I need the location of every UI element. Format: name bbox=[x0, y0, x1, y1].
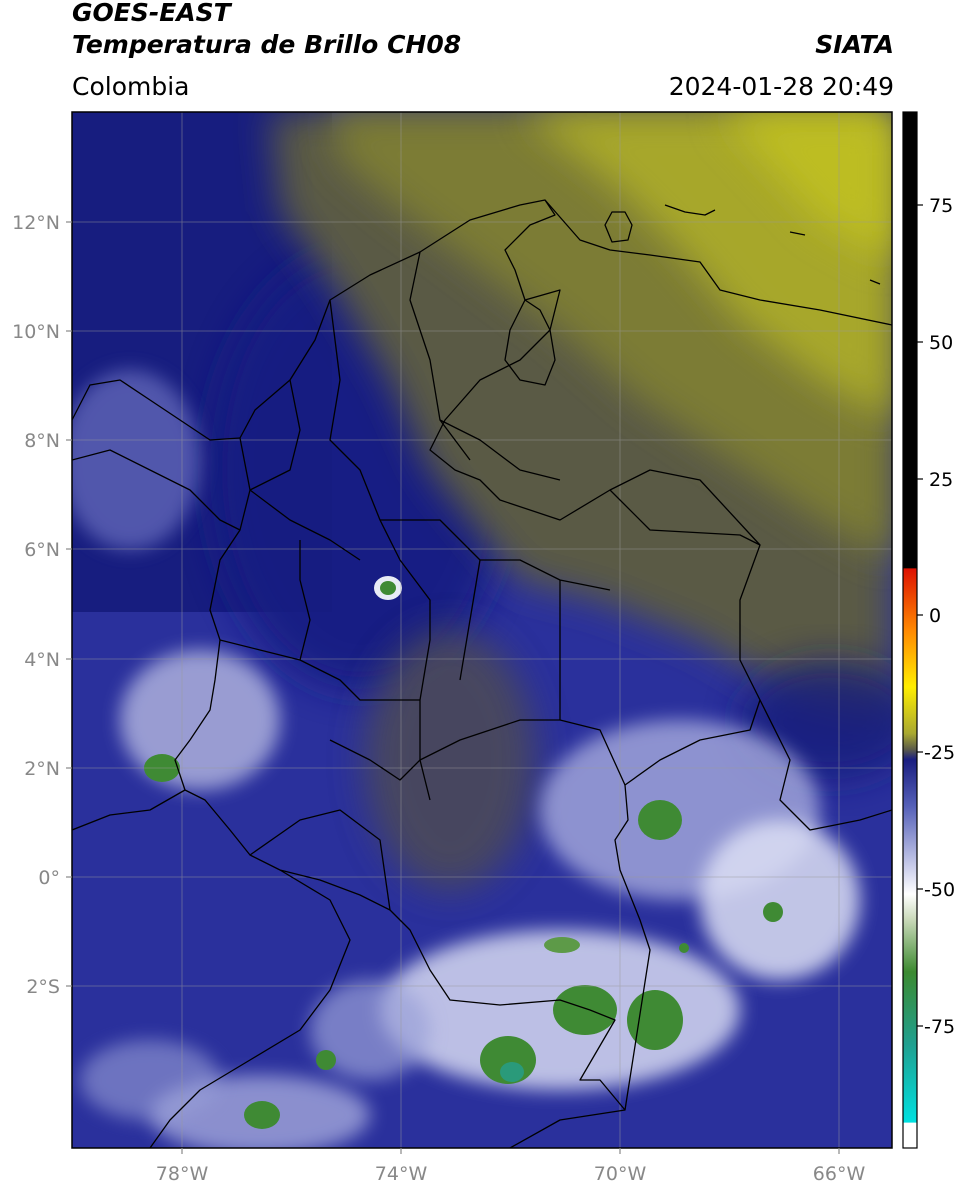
lat-label-2s: 2°S bbox=[26, 976, 60, 998]
colorbar-tick-0: 0 bbox=[929, 605, 941, 627]
colorbar: 75 50 25 0 -25 -50 -75 bbox=[902, 111, 955, 1149]
colorbar-tick-50: 50 bbox=[929, 332, 953, 354]
map-frame bbox=[71, 111, 893, 1149]
timestamp-label: 2024-01-28 20:49 bbox=[668, 72, 894, 101]
colorbar-tick-75: 75 bbox=[929, 195, 953, 217]
colorbar-tick-minus50: -50 bbox=[924, 879, 955, 901]
cold-cloud-tops bbox=[144, 576, 783, 1129]
colorbar-tick-minus75: -75 bbox=[924, 1016, 955, 1038]
lat-label-10n: 10°N bbox=[12, 321, 60, 343]
product-title: Temperatura de Brillo CH08 bbox=[72, 30, 462, 59]
lon-label-70w: 70°W bbox=[594, 1163, 647, 1185]
latitude-labels: 12°N 10°N 8°N 6°N 4°N 2°N 0° 2°S bbox=[12, 212, 60, 998]
lat-label-2n: 2°N bbox=[24, 758, 60, 780]
longitude-labels: 78°W 74°W 70°W 66°W bbox=[156, 1163, 866, 1185]
borders-coastlines bbox=[72, 199, 892, 1148]
graticule bbox=[72, 112, 892, 1148]
lon-label-78w: 78°W bbox=[156, 1163, 209, 1185]
colorbar-tick-minus25: -25 bbox=[924, 742, 955, 764]
lat-label-8n: 8°N bbox=[24, 430, 60, 452]
brightness-temperature-layer bbox=[72, 112, 892, 1148]
axis-ticks bbox=[66, 221, 840, 1154]
lat-label-12n: 12°N bbox=[12, 212, 60, 234]
lat-label-0: 0° bbox=[38, 867, 60, 889]
satellite-title: GOES-EAST bbox=[72, 0, 231, 27]
region-label: Colombia bbox=[72, 72, 190, 101]
organization-label: SIATA bbox=[815, 30, 894, 59]
lat-label-4n: 4°N bbox=[24, 649, 60, 671]
colorbar-tick-25: 25 bbox=[929, 469, 953, 491]
lon-label-74w: 74°W bbox=[375, 1163, 428, 1185]
lon-label-66w: 66°W bbox=[813, 1163, 866, 1185]
colorbar-gradient bbox=[902, 111, 918, 1149]
lat-label-6n: 6°N bbox=[24, 539, 60, 561]
